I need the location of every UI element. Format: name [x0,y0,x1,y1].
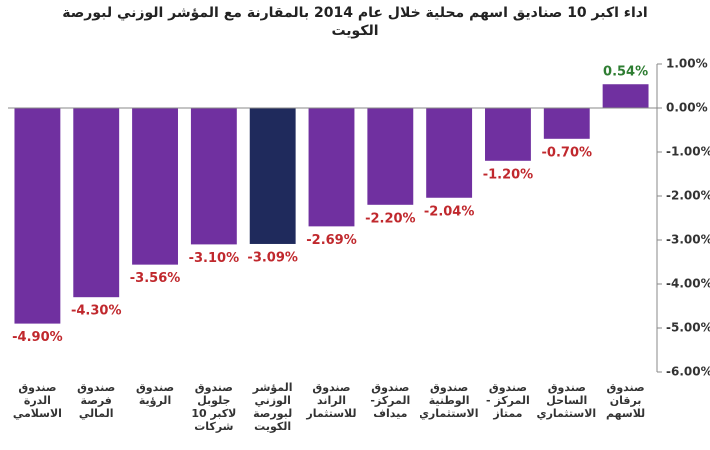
x-tick-label: صندوق فرصة المالي [77,381,116,420]
x-label-box: صندوق الراند للاستثمار [306,381,357,420]
data-label: -0.70% [542,145,593,160]
data-label: -2.04% [424,204,475,219]
x-tick-label: صندوق برقان للاسهم [605,381,646,420]
x-tick-label: صندوق الرؤية [135,381,175,407]
chart-title: اداء اكبر 10 صناديق اسهم محلية خلال عام … [62,5,648,39]
data-label: -4.90% [12,330,63,345]
x-tick-label: المؤشر الوزني لبورصة الكويت [252,381,293,433]
x-label-box: صندوق الرؤية [135,381,175,407]
x-tick-label: صندوق الدرة الاسلامي [12,381,62,420]
y-tick-label: -2.00% [666,189,710,203]
x-label-box: صندوق فرصة المالي [77,381,116,420]
bar [73,108,120,298]
x-label-box: المؤشر الوزني لبورصة الكويت [252,381,293,433]
x-tick-label: صندوق المركز- ميداف [370,381,411,420]
x-label-box: صندوق برقان للاسهم [605,381,646,420]
y-tick-label: -5.00% [666,321,710,335]
data-label: 0.54% [603,65,648,80]
y-tick-label: 0.00% [666,101,708,115]
y-tick-label: -4.00% [666,277,710,291]
x-label-box: صندوق المركز- ميداف [370,381,411,420]
bar [132,108,178,265]
bar [308,108,355,227]
data-label: -1.20% [483,167,534,182]
x-tick-label: صندوق الراند للاستثمار [306,381,357,420]
x-tick-label: صندوق المركز - ممتاز [486,381,530,420]
x-label-box: صندوق الوطنية الاستثماري [419,381,479,420]
data-label: -3.10% [189,251,240,266]
x-tick-label: صندوق جلوبل لاكبر 10 شركات [191,381,237,433]
bar [485,108,531,161]
data-label: -2.69% [306,233,357,248]
data-label: -2.20% [365,211,416,226]
x-label-box: صندوق جلوبل لاكبر 10 شركات [191,381,237,433]
x-tick-label: صندوق الساحل الاستثماري [537,381,597,420]
x-label-box: صندوق المركز - ممتاز [486,381,530,420]
x-label-box: صندوق الساحل الاستثماري [537,381,597,420]
title-box: اداء اكبر 10 صناديق اسهم محلية خلال عام … [62,5,648,39]
data-label: -3.09% [247,250,298,265]
data-label: -3.56% [130,271,181,286]
bar [543,108,590,139]
bar [190,108,237,245]
bar [367,108,414,205]
y-tick-label: 1.00% [666,57,708,71]
x-tick-label: صندوق الوطنية الاستثماري [419,381,479,420]
y-tick-label: -1.00% [666,145,710,159]
y-tick-label: -6.00% [666,365,710,379]
y-tick-label: -3.00% [666,233,710,247]
x-label-box: صندوق الدرة الاسلامي [12,381,62,420]
bar [426,108,473,198]
bar [249,108,296,244]
bar [14,108,61,324]
bar [602,84,649,108]
data-label: -4.30% [71,304,122,319]
